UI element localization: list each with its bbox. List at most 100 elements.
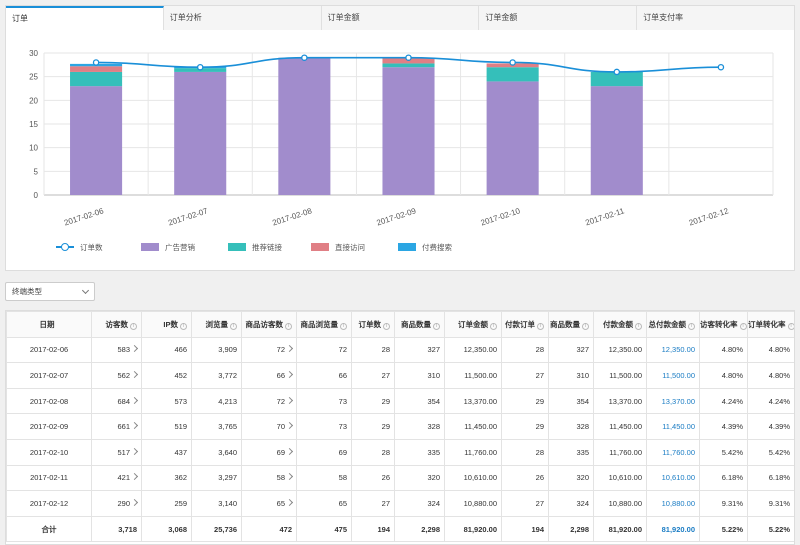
info-icon[interactable]: i <box>340 322 347 330</box>
cell-value: 3,297 <box>218 473 237 483</box>
order-count-point <box>717 63 725 71</box>
chevron-right-icon[interactable] <box>130 473 139 481</box>
cell-value: 4.80% <box>768 345 790 355</box>
chevron-right-icon[interactable] <box>285 422 294 430</box>
table-cell: 72 <box>241 387 297 415</box>
table-cell[interactable]: 10,880.00 <box>646 490 700 517</box>
table-cell: 3,068 <box>141 515 192 543</box>
info-icon[interactable]: i <box>180 322 187 330</box>
column-header[interactable]: 访客转化率 i <box>699 311 748 338</box>
cell-value: 335 <box>576 447 589 457</box>
column-header-label: 订单金额 <box>458 319 488 329</box>
column-header[interactable]: 浏览量 i <box>191 311 242 338</box>
cell-value: 2017-02-12 <box>29 498 69 508</box>
table-cell: 3,140 <box>191 490 242 517</box>
table-cell[interactable]: 10,610.00 <box>646 464 700 492</box>
table-cell: 11,450.00 <box>444 413 502 440</box>
table-cell[interactable]: 11,500.00 <box>646 362 700 389</box>
order-count-point <box>196 63 204 71</box>
terminal-type-select[interactable]: 终端类型 <box>5 282 95 301</box>
cell-value: 28 <box>535 447 544 457</box>
chevron-right-icon[interactable] <box>130 422 139 430</box>
cell-value: 27 <box>381 370 390 380</box>
legend-item[interactable]: 直接访问 <box>311 240 365 254</box>
column-header[interactable]: 商品数量 i <box>548 311 594 338</box>
legend-label: 直接访问 <box>335 242 365 252</box>
chevron-right-icon[interactable] <box>130 447 139 455</box>
column-header[interactable]: 日期 <box>6 311 92 338</box>
cell-value: 11,450.00 <box>464 422 497 432</box>
cell-value: 10,880.00 <box>463 498 497 508</box>
column-header[interactable]: 访客数 i <box>91 311 142 338</box>
chevron-right-icon[interactable] <box>130 345 139 353</box>
cell-value: 3,909 <box>218 345 237 355</box>
info-icon[interactable]: i <box>537 322 544 330</box>
column-header[interactable]: 商品数量 i <box>394 311 445 338</box>
cell-value: 58 <box>338 473 347 483</box>
column-header[interactable]: 商品访客数 i <box>241 311 297 338</box>
info-icon[interactable]: i <box>230 322 237 330</box>
date-cell: 2017-02-11 <box>6 464 92 492</box>
info-icon[interactable]: i <box>383 322 390 330</box>
order-stacked-bar-chart: 0 5 10 15 20 25 30 2017-02-06 2017-02-07 2017-02-… <box>29 49 774 228</box>
column-header[interactable]: IP数 i <box>141 311 192 338</box>
info-icon[interactable]: i <box>739 322 747 330</box>
legend-swatch <box>228 243 246 251</box>
column-header[interactable]: 订单数 i <box>351 311 395 338</box>
table-cell: 437 <box>141 438 192 466</box>
chevron-right-icon[interactable] <box>130 370 139 379</box>
table-cell: 4,213 <box>191 387 242 415</box>
table-cell[interactable]: 13,370.00 <box>646 387 700 415</box>
column-header-label: 访客数 <box>105 319 129 329</box>
table-cell: 9.31% <box>747 490 794 517</box>
tab-5[interactable]: 订单支付率 <box>637 6 794 30</box>
info-icon[interactable]: i <box>130 322 137 330</box>
legend-item[interactable]: 推荐链接 <box>228 240 282 254</box>
table-cell: 29 <box>501 413 549 440</box>
table-cell[interactable]: 11,450.00 <box>646 413 700 440</box>
info-icon[interactable]: i <box>688 322 695 330</box>
info-icon[interactable]: i <box>490 322 497 330</box>
table-cell: 3,718 <box>91 515 142 543</box>
table-cell[interactable]: 11,760.00 <box>646 438 700 466</box>
x-tick-label: 2017-02-10 <box>480 206 522 227</box>
column-header[interactable]: 订单转化率 i <box>747 311 794 338</box>
chevron-right-icon[interactable] <box>285 447 294 455</box>
legend-item[interactable]: 付费搜索 <box>398 240 452 254</box>
chevron-right-icon[interactable] <box>285 345 294 353</box>
table-cell: 4.80% <box>747 336 794 364</box>
cell-value: 583 <box>117 345 130 355</box>
chevron-right-icon[interactable] <box>130 396 139 404</box>
table-cell[interactable]: 12,350.00 <box>646 336 700 364</box>
chevron-right-icon[interactable] <box>285 498 294 506</box>
cell-value: 81,920.00 <box>608 524 642 534</box>
table-cell: 517 <box>91 438 142 466</box>
tab-3[interactable]: 订单金额 <box>321 6 480 30</box>
column-header[interactable]: 总付款金额 i <box>646 311 700 338</box>
info-icon[interactable]: i <box>433 322 440 330</box>
table-cell: 27 <box>351 362 395 389</box>
column-header[interactable]: 付款订单 i <box>501 311 549 338</box>
chevron-right-icon[interactable] <box>285 396 294 404</box>
column-header[interactable]: 商品浏览量 i <box>296 311 352 338</box>
info-icon[interactable]: i <box>635 322 642 330</box>
column-header-label: 订单数 <box>358 319 382 329</box>
table-cell: 320 <box>548 464 594 492</box>
chevron-right-icon[interactable] <box>285 473 294 481</box>
tab-1[interactable]: 订单 <box>6 6 164 30</box>
column-header[interactable]: 订单金额 i <box>444 311 502 338</box>
chevron-right-icon[interactable] <box>130 498 139 506</box>
column-header[interactable]: 付款金额 i <box>593 311 647 338</box>
legend-item[interactable]: 订单数 <box>56 240 103 254</box>
tab-2[interactable]: 订单分析 <box>163 6 322 30</box>
chevron-right-icon[interactable] <box>285 370 294 379</box>
legend-item[interactable]: 广告营销 <box>141 240 195 254</box>
cell-value: 684 <box>117 396 130 406</box>
info-icon[interactable]: i <box>582 322 589 330</box>
table-cell: 81,920.00 <box>593 515 647 543</box>
tab-4[interactable]: 订单金额 <box>479 6 638 30</box>
table-cell: 65 <box>241 490 297 517</box>
info-icon[interactable]: i <box>787 322 794 330</box>
cell-value: 6.18% <box>721 473 743 483</box>
info-icon[interactable]: i <box>285 322 292 330</box>
